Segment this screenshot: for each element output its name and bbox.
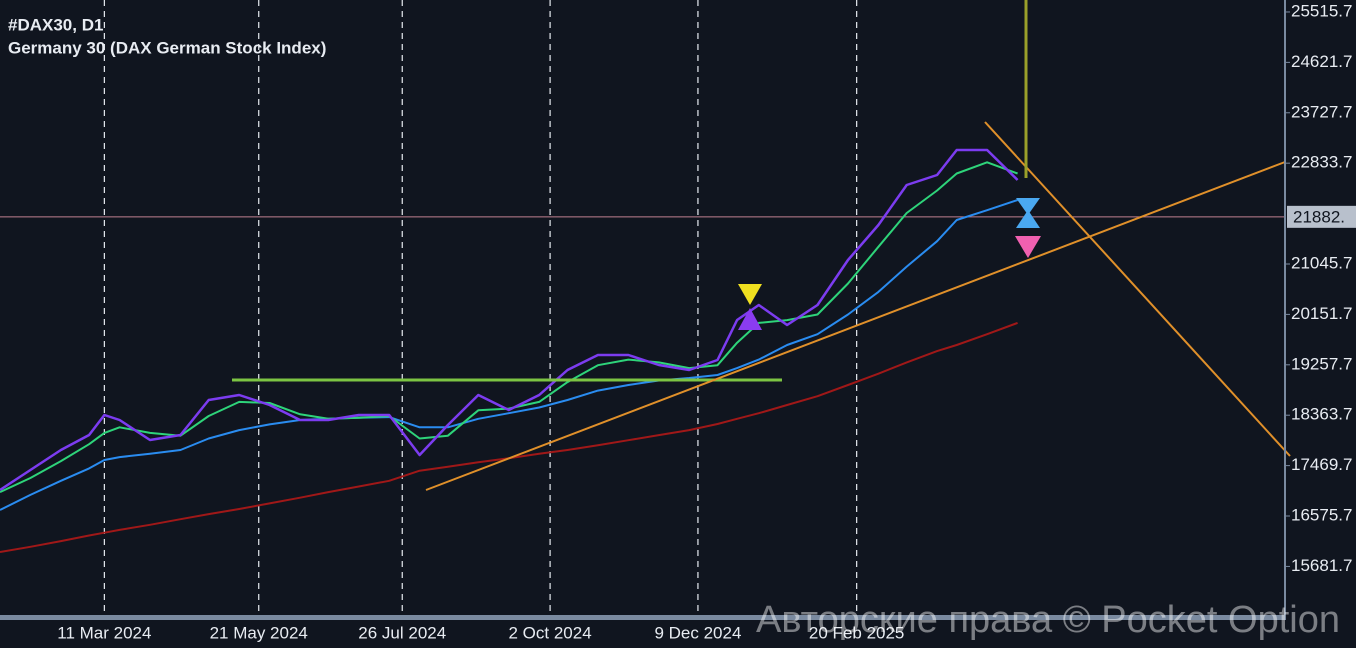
- watermark: Авторские права © Pocket Option: [756, 599, 1340, 641]
- y-tick-label: 15681.7: [1291, 556, 1352, 575]
- y-tick-label: 22833.7: [1291, 153, 1352, 172]
- price-badge: [1287, 205, 1356, 228]
- signal-arrow: [1016, 210, 1040, 228]
- series-lines: [0, 148, 1019, 553]
- chart-subtitle: Germany 30 (DAX German Stock Index): [8, 38, 326, 57]
- y-tick-label: 19257.7: [1291, 354, 1352, 373]
- y-tick-label: 16575.7: [1291, 505, 1352, 524]
- signal-arrow: [1016, 198, 1040, 215]
- y-tick-label: 24621.7: [1291, 52, 1352, 71]
- price-label: 21882.: [1293, 207, 1345, 226]
- signal-arrow: [738, 308, 762, 330]
- x-tick-label: 21 May 2024: [210, 623, 308, 642]
- trend-line: [984, 121, 1291, 457]
- y-tick-label: 18363.7: [1291, 405, 1352, 424]
- signal-arrow: [738, 284, 762, 305]
- signal-arrow: [1015, 236, 1041, 258]
- y-tick-label: 17469.7: [1291, 455, 1352, 474]
- y-tick-label: 20151.7: [1291, 304, 1352, 323]
- y-tick-label: 21045.7: [1291, 253, 1352, 272]
- series-line: [0, 161, 1018, 494]
- axes: 15681.7 16575.7 17469.7 18363.7 19257.7 20151…: [57, 1, 1356, 642]
- x-tick-label: 26 Jul 2024: [358, 623, 446, 642]
- series-line: [0, 199, 1018, 511]
- x-tick-label: 9 Dec 2024: [654, 623, 741, 642]
- x-axis: [0, 615, 1285, 620]
- chart-title: #DAX30, D1: [8, 15, 103, 34]
- y-tick-label: 25515.7: [1291, 1, 1352, 20]
- y-tick-label: 23727.7: [1291, 102, 1352, 121]
- series-line: [0, 148, 1019, 492]
- y-axis: [1284, 0, 1286, 620]
- x-tick-label: 2 Oct 2024: [509, 623, 592, 642]
- x-tick-label: 20 Feb 2025: [809, 623, 904, 642]
- trend-line: [425, 161, 1286, 491]
- x-tick-label: 11 Mar 2024: [57, 623, 151, 642]
